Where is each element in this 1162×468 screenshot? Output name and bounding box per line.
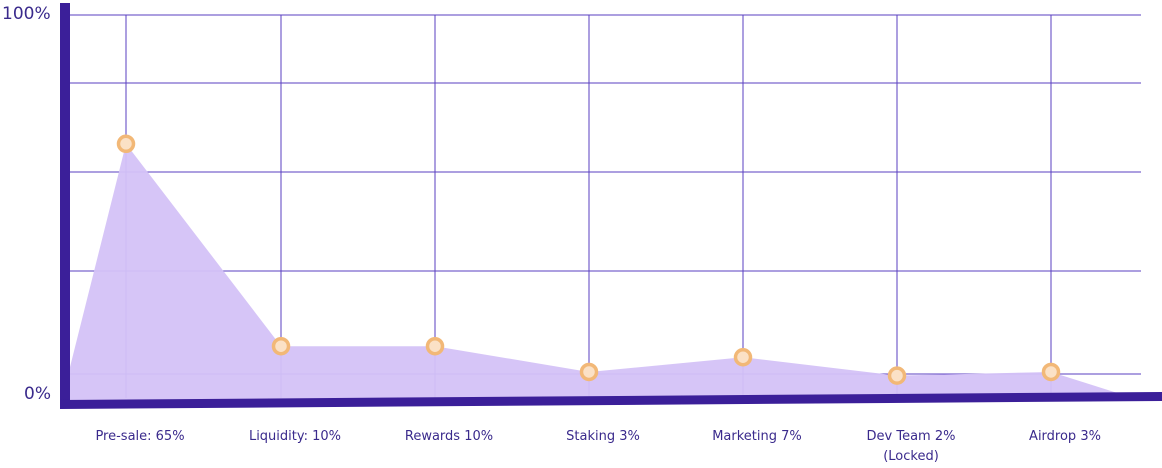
- x-tick-label-0: Pre-sale: 65%: [95, 429, 185, 444]
- data-point-0: [116, 134, 136, 154]
- data-point-5: [887, 366, 907, 385]
- y-tick-label-top: 100%: [2, 4, 51, 24]
- data-point-6: [1041, 362, 1061, 382]
- x-tick-label-3: Staking 3%: [566, 429, 640, 444]
- y-axis-line: [60, 3, 70, 402]
- data-point-2: [425, 336, 445, 356]
- x-tick-label-5: Dev Team 2% (Locked): [866, 429, 956, 464]
- x-tick-label-6: Airdrop 3%: [1029, 429, 1101, 444]
- x-tick-label-2: Rewards 10%: [404, 429, 494, 444]
- data-point-4: [733, 347, 753, 367]
- x-tick-label-1: Liquidity: 10%: [248, 429, 342, 444]
- series-area: [66, 143, 1130, 401]
- x-tick-label-4: Marketing 7%: [712, 429, 802, 444]
- x-axis-line: [60, 392, 1162, 409]
- data-point-1: [271, 336, 291, 356]
- y-tick-label-bottom: 0%: [24, 384, 51, 404]
- data-point-3: [579, 362, 599, 382]
